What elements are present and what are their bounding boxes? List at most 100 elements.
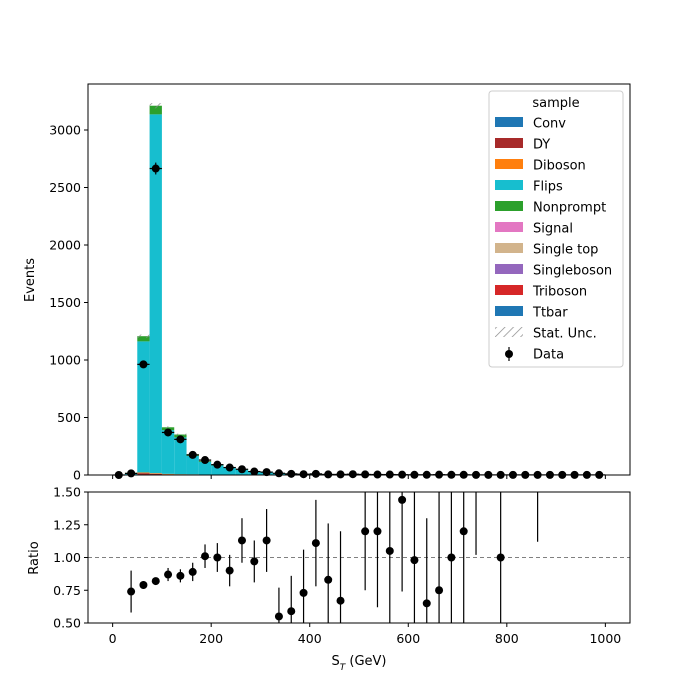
bar-flips bbox=[161, 430, 175, 474]
ratio-point bbox=[299, 588, 308, 597]
y-tick-label: 500 bbox=[57, 410, 81, 425]
legend-label: Stat. Unc. bbox=[533, 327, 597, 342]
ratio-y-axis-ticks: 0.50 0.75 1.00 1.25 1.50 bbox=[53, 485, 88, 631]
data-point bbox=[127, 469, 136, 478]
bar-diboson bbox=[149, 473, 162, 474]
ratio-y-tick-label: 1.25 bbox=[53, 517, 81, 532]
legend-label: Single top bbox=[533, 243, 598, 258]
ratio-point bbox=[435, 586, 444, 595]
legend-swatch bbox=[495, 243, 523, 253]
bar-flips bbox=[174, 437, 187, 475]
data-point bbox=[274, 469, 283, 478]
ratio-point bbox=[410, 556, 419, 565]
data-point bbox=[287, 469, 296, 478]
legend-label: Triboson bbox=[532, 285, 587, 300]
data-point bbox=[262, 468, 271, 477]
x-tick-label: 1000 bbox=[589, 631, 621, 646]
ratio-points bbox=[127, 492, 539, 623]
legend-swatch bbox=[495, 201, 523, 211]
ratio-point bbox=[361, 527, 370, 536]
ratio-y-axis-label: Ratio bbox=[27, 541, 42, 574]
bar-flips bbox=[186, 455, 199, 475]
x-tick-label: 600 bbox=[396, 631, 420, 646]
ratio-point bbox=[176, 571, 185, 580]
legend-label: Diboson bbox=[533, 159, 586, 174]
bar-diboson bbox=[137, 472, 150, 474]
y-tick-label: 2000 bbox=[49, 238, 81, 253]
legend-entries: Conv DY Diboson Flips Nonprompt Signal Single … bbox=[495, 117, 612, 363]
data-point bbox=[213, 460, 222, 469]
y-tick-label: 1500 bbox=[49, 295, 81, 310]
ratio-point bbox=[422, 599, 431, 608]
y-tick-label: 1000 bbox=[49, 353, 81, 368]
legend-swatch bbox=[495, 285, 523, 295]
ratio-point bbox=[250, 557, 259, 566]
legend-swatch bbox=[495, 306, 523, 316]
legend-swatch bbox=[495, 264, 523, 274]
main-plot-frame bbox=[87, 83, 631, 476]
bar-flips bbox=[149, 114, 162, 474]
ratio-point bbox=[139, 581, 148, 590]
ratio-point bbox=[287, 607, 296, 616]
ratio-point bbox=[262, 536, 271, 545]
bar-flips bbox=[198, 461, 212, 475]
data-point bbox=[311, 469, 320, 478]
data-point bbox=[201, 456, 210, 465]
legend-label: Nonprompt bbox=[533, 201, 606, 216]
legend-swatch bbox=[495, 222, 523, 232]
ratio-point bbox=[213, 553, 222, 562]
legend-title: sample bbox=[532, 96, 579, 111]
ratio-point bbox=[496, 553, 505, 562]
data-point bbox=[151, 164, 160, 173]
ratio-y-tick-label: 0.50 bbox=[53, 616, 81, 631]
x-axis-ticks-top-panel bbox=[112, 475, 606, 479]
data-point bbox=[336, 470, 345, 479]
x-axis-label: ST (GeV) bbox=[331, 654, 386, 673]
ratio-plot-area bbox=[88, 492, 630, 623]
ratio-point bbox=[274, 612, 283, 621]
data-point bbox=[361, 470, 370, 479]
legend-label: Data bbox=[533, 348, 564, 363]
ratio-point bbox=[311, 539, 320, 548]
stat-unc-band bbox=[174, 433, 187, 436]
legend-swatch bbox=[495, 159, 523, 169]
bar-flips bbox=[137, 341, 150, 473]
stat-unc-band bbox=[137, 334, 150, 338]
legend-label: Signal bbox=[533, 222, 573, 237]
legend-swatch bbox=[495, 117, 523, 127]
legend-label: Flips bbox=[533, 180, 563, 195]
ratio-y-tick-label: 0.75 bbox=[53, 583, 81, 598]
data-point bbox=[139, 360, 148, 369]
ratio-point bbox=[201, 552, 210, 561]
bar-dy bbox=[149, 473, 162, 475]
legend-label: Ttbar bbox=[532, 306, 568, 321]
legend-swatch bbox=[495, 138, 523, 148]
data-point bbox=[299, 470, 308, 479]
ratio-point bbox=[151, 577, 160, 586]
y-tick-label: 2500 bbox=[49, 180, 81, 195]
ratio-point bbox=[164, 570, 173, 579]
ratio-point bbox=[336, 596, 345, 605]
data-point bbox=[188, 450, 197, 459]
ratio-panel: 0.50 0.75 1.00 1.25 1.50 0 200 400 600 800 1000 R… bbox=[27, 485, 631, 673]
data-point bbox=[250, 467, 259, 476]
x-tick-label: 800 bbox=[495, 631, 519, 646]
stat-unc-band bbox=[149, 103, 162, 109]
ratio-y-tick-label: 1.50 bbox=[53, 485, 81, 500]
y-tick-label: 3000 bbox=[49, 123, 81, 138]
ratio-y-tick-label: 1.00 bbox=[53, 550, 81, 565]
ratio-point bbox=[188, 567, 197, 576]
ratio-point bbox=[447, 553, 456, 562]
ratio-point bbox=[237, 536, 246, 545]
x-tick-label: 400 bbox=[298, 631, 322, 646]
stacked-histogram bbox=[124, 103, 606, 475]
ratio-point bbox=[373, 527, 382, 536]
ratio-point bbox=[324, 575, 333, 584]
ratio-point bbox=[459, 527, 468, 536]
legend-label: DY bbox=[533, 138, 550, 153]
stat-unc-band bbox=[161, 426, 175, 429]
data-point bbox=[164, 428, 173, 437]
y-axis-ticks: 0 500 1000 1500 2000 2500 3000 bbox=[49, 123, 88, 483]
legend-hatch-swatch bbox=[495, 327, 523, 337]
